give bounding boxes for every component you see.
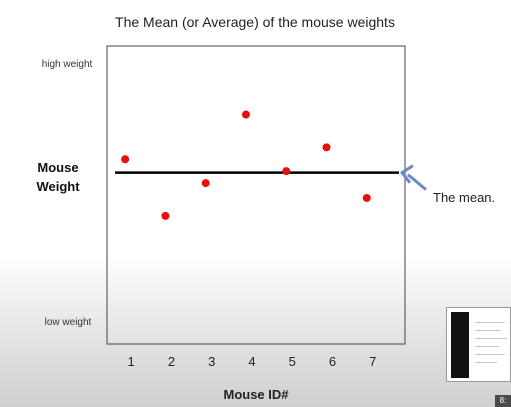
y-axis-label-line: Mouse xyxy=(37,160,78,175)
data-point xyxy=(161,211,170,220)
y-axis-label-line: Weight xyxy=(36,179,80,194)
data-point xyxy=(241,110,250,119)
x-tick-label: 6 xyxy=(329,354,336,369)
x-tick-label: 7 xyxy=(369,354,376,369)
x-tick-label: 5 xyxy=(289,354,296,369)
x-tick-label: 2 xyxy=(168,354,175,369)
arrow-shaft xyxy=(407,173,427,191)
thumbnail-dark-panel xyxy=(451,312,469,378)
data-point xyxy=(282,167,291,176)
x-tick-label: 4 xyxy=(248,354,255,369)
x-tick-label: 1 xyxy=(128,354,135,369)
video-thumbnail[interactable] xyxy=(446,307,511,382)
y-high-label: high weight xyxy=(42,59,93,70)
data-point xyxy=(121,155,130,164)
data-point xyxy=(201,179,210,188)
mean-arrow xyxy=(400,164,427,191)
data-point xyxy=(362,193,371,202)
thumbnail-line xyxy=(475,362,497,363)
chart-title: The Mean (or Average) of the mouse weigh… xyxy=(115,14,395,30)
x-tick-labels: 1 2 3 4 5 6 7 xyxy=(128,354,377,369)
x-tick-label: 3 xyxy=(208,354,215,369)
mean-annotation: The mean. xyxy=(433,190,495,205)
thumbnail-line xyxy=(475,330,501,331)
x-axis-label: Mouse ID# xyxy=(223,387,289,402)
data-point xyxy=(322,143,331,152)
y-axis-label: Mouse Weight xyxy=(36,160,80,194)
y-low-label: low weight xyxy=(45,317,92,328)
thumbnail-line xyxy=(475,338,507,339)
plot-frame xyxy=(106,45,406,345)
thumbnail-line xyxy=(475,354,505,355)
thumbnail-line xyxy=(475,322,505,323)
thumbnail-line xyxy=(475,346,499,347)
arrow-head xyxy=(400,164,414,184)
timestamp-badge: 8: xyxy=(495,395,511,407)
data-points xyxy=(121,110,371,220)
